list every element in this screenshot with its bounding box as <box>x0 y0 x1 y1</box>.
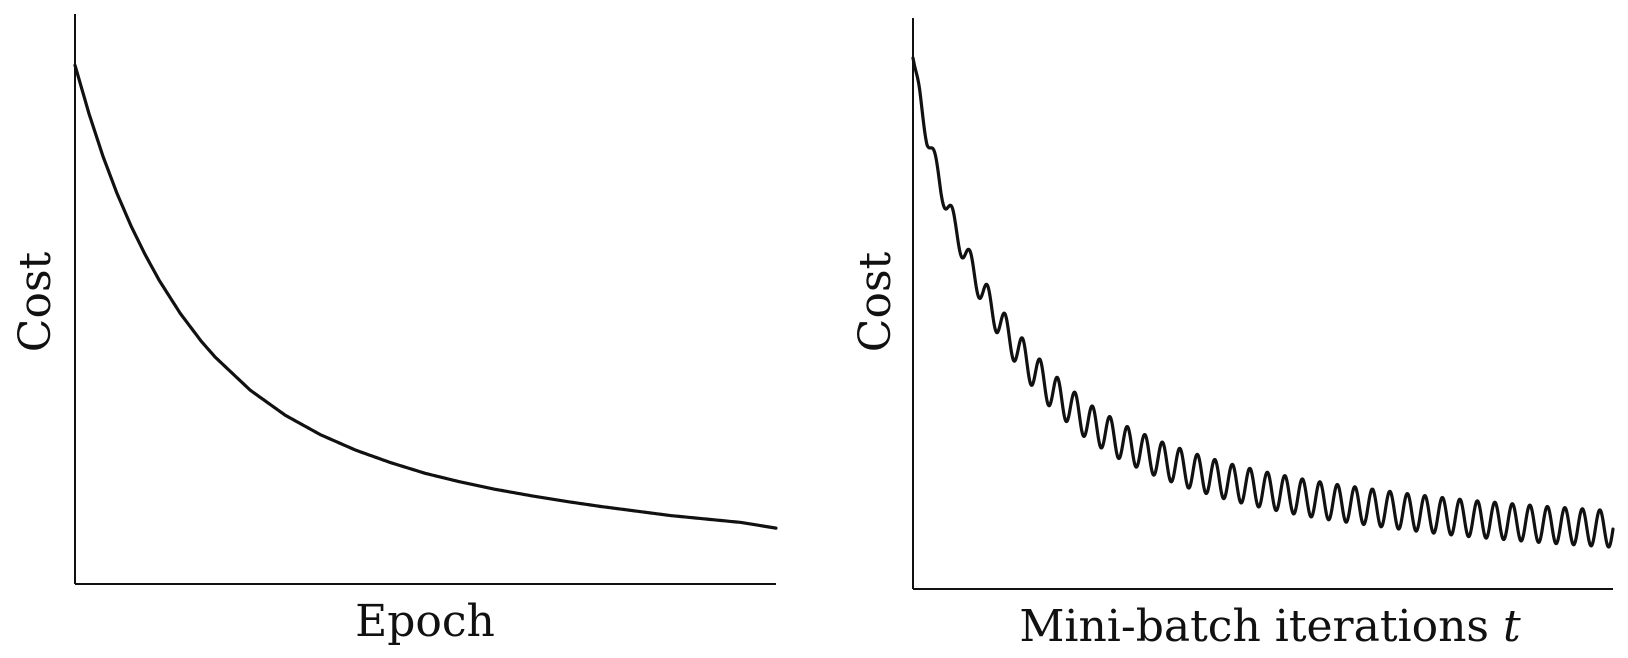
chart-epoch: Epoch Cost <box>10 14 778 647</box>
left-x-axis-label: Epoch <box>355 596 495 647</box>
epoch-cost-curve <box>73 63 778 530</box>
right-y-axis-label: Cost <box>850 251 901 352</box>
right-x-axis-label-space <box>1489 601 1503 652</box>
right-x-axis-label: Mini-batch iterations t <box>1019 601 1521 652</box>
left-y-axis-label: Cost <box>10 251 61 352</box>
mini-batch-cost-curve <box>911 56 1615 549</box>
right-x-axis-label-variable: t <box>1503 601 1521 652</box>
right-x-axis-label-text: Mini-batch iterations <box>1019 601 1489 652</box>
chart-mini-batch: Mini-batch iterations t Cost <box>850 18 1615 652</box>
